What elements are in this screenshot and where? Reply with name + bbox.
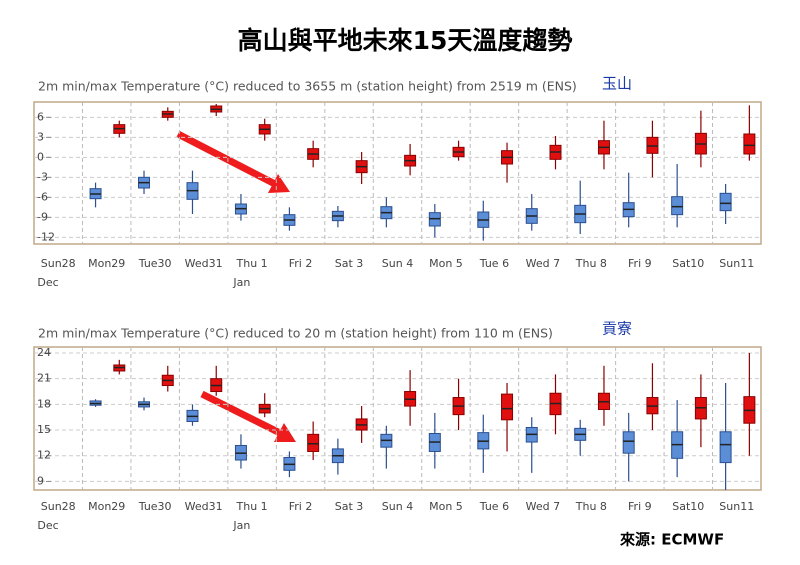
x-tick-label: Wed31 [185,257,223,270]
y-tick-label: 24 [37,346,51,359]
subtitle: 2m min/max Temperature (°C) reduced to 2… [38,326,553,341]
x-tick-label: Sat 3 [335,500,364,513]
x-tick-label: Wed 7 [526,257,560,270]
box [671,196,684,216]
y-tick-label: 21 [37,372,51,385]
station-label: 玉山 [602,75,632,93]
x-tick-sublabel: Jan [232,519,250,532]
box [719,192,732,212]
x-tick-label: Tue30 [138,257,172,270]
y-tick-label: 6 [37,110,44,123]
arrow [176,130,290,193]
box [501,393,514,421]
x-tick-label: Sat10 [672,257,704,270]
y-tick-label: -3 [37,170,48,183]
x-tick-label: Tue30 [138,500,172,513]
x-tick-label: Sat10 [672,500,704,513]
source: 來源: ECMWF [620,531,724,549]
y-tick-label: 18 [37,397,51,410]
x-tick-label: Fri 2 [289,257,313,270]
x-tick-label: Sun 4 [382,500,413,513]
x-tick-label: Thu 8 [575,500,607,513]
box [743,133,756,155]
x-tick-label: Fri 9 [628,500,652,513]
y-tick-label: 9 [37,474,44,487]
y-tick-label: 12 [37,449,51,462]
x-tick-label: Sun11 [719,257,754,270]
y-tick-label: 15 [37,423,51,436]
box [307,433,320,452]
x-tick-label: Sun28 [41,500,76,513]
x-tick-label: Mon 5 [429,500,463,513]
arrow [200,390,296,442]
x-tick-label: Tue 6 [479,500,509,513]
x-tick-label: Wed31 [185,500,223,513]
x-tick-label: Tue 6 [479,257,509,270]
x-tick-label: Sun28 [41,257,76,270]
y-tick-label: -6 [37,190,48,203]
x-tick-label: Thu 1 [236,257,268,270]
subtitle: 2m min/max Temperature (°C) reduced to 3… [38,79,577,94]
x-tick-sublabel: Dec [37,276,58,289]
plot-frame [33,346,762,491]
x-tick-label: Wed 7 [526,500,560,513]
x-tick-label: Thu 8 [575,257,607,270]
x-tick-sublabel: Dec [37,519,58,532]
x-tick-label: Fri 9 [628,257,652,270]
plot-frame [33,101,762,245]
station-label: 貢寮 [602,320,632,338]
box [622,431,635,454]
x-tick-label: Fri 2 [289,500,313,513]
y-tick-label: 0 [37,150,44,163]
x-tick-label: Sun 4 [382,257,413,270]
title: 高山與平地未來15天溫度趨勢 [238,26,573,55]
y-tick-label: 3 [37,130,44,143]
x-tick-label: Sun11 [719,500,754,513]
x-tick-label: Mon29 [88,257,125,270]
box [719,431,732,464]
x-tick-label: Sat 3 [335,257,364,270]
x-tick-label: Thu 1 [236,500,268,513]
x-tick-label: Mon 5 [429,257,463,270]
x-tick-sublabel: Jan [232,276,250,289]
x-tick-label: Mon29 [88,500,125,513]
y-tick-label: -12 [37,230,55,243]
y-tick-label: -9 [37,210,48,223]
